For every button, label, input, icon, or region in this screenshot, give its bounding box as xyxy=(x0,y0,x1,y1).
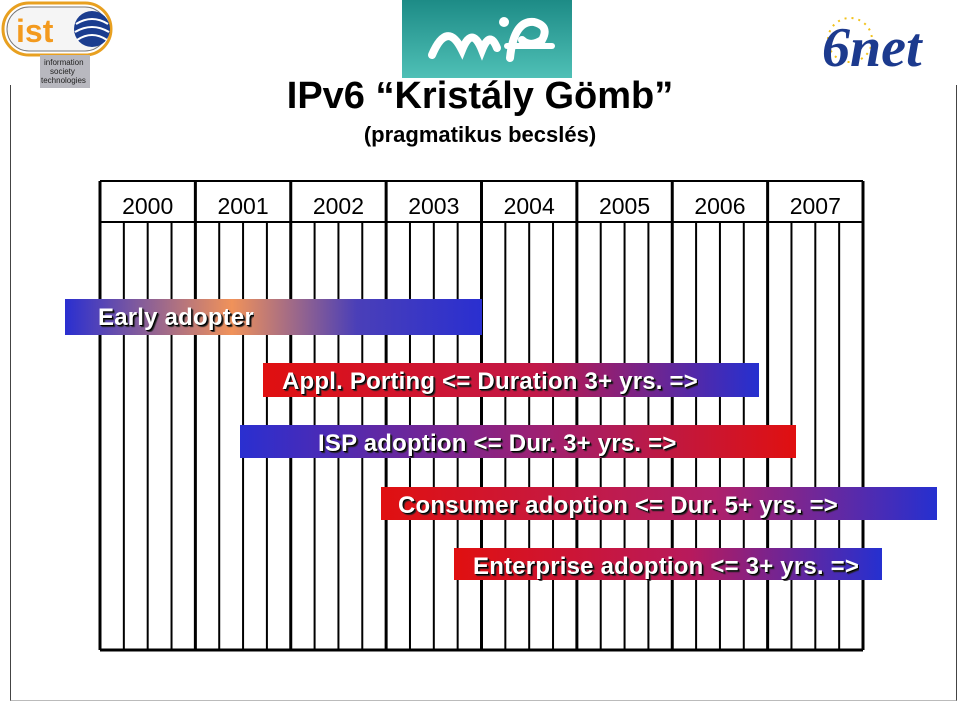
year-label: 2002 xyxy=(313,193,364,219)
bar-early-adopter-label: Early adopter xyxy=(98,304,254,331)
6net-logo-text: 6net xyxy=(822,17,923,79)
ist-logo-text: ist xyxy=(16,13,54,49)
page-subtitle: (pragmatikus becslés) xyxy=(363,122,597,147)
year-label: 2007 xyxy=(790,193,841,219)
ist-tagline-2: society xyxy=(50,67,75,76)
miif-logo xyxy=(402,0,572,78)
page-title: IPv6 “Kristály Gömb” xyxy=(286,75,674,117)
bar-enterprise-adoption-label: Enterprise adoption <= 3+ yrs. => xyxy=(473,553,860,580)
year-label: 2004 xyxy=(504,193,555,219)
year-label: 2003 xyxy=(408,193,459,219)
bar-enterprise-adoption xyxy=(454,548,882,580)
slide-frame xyxy=(10,85,957,701)
bar-consumer-adoption-label: Consumer adoption <= Dur. 5+ yrs. => xyxy=(398,492,839,519)
6net-logo: 6net xyxy=(822,17,923,79)
bar-isp-adoption-label: ISP adoption <= Dur. 3+ yrs. => xyxy=(318,430,677,457)
year-label: 2005 xyxy=(599,193,650,219)
year-label: 2000 xyxy=(122,193,173,219)
bar-consumer-adoption xyxy=(381,487,937,520)
bar-appl-porting xyxy=(263,363,759,397)
bar-isp-adoption xyxy=(240,425,796,458)
bar-appl-porting-label: Appl. Porting <= Duration 3+ yrs. => xyxy=(282,368,698,395)
year-label: 2001 xyxy=(217,193,268,219)
ist-tagline-1: information xyxy=(44,58,84,67)
year-label: 2006 xyxy=(694,193,745,219)
bar-early-adopter xyxy=(65,299,482,335)
ist-logo: ist information society technologies xyxy=(1,1,113,88)
ist-tagline-3: technologies xyxy=(41,76,86,85)
